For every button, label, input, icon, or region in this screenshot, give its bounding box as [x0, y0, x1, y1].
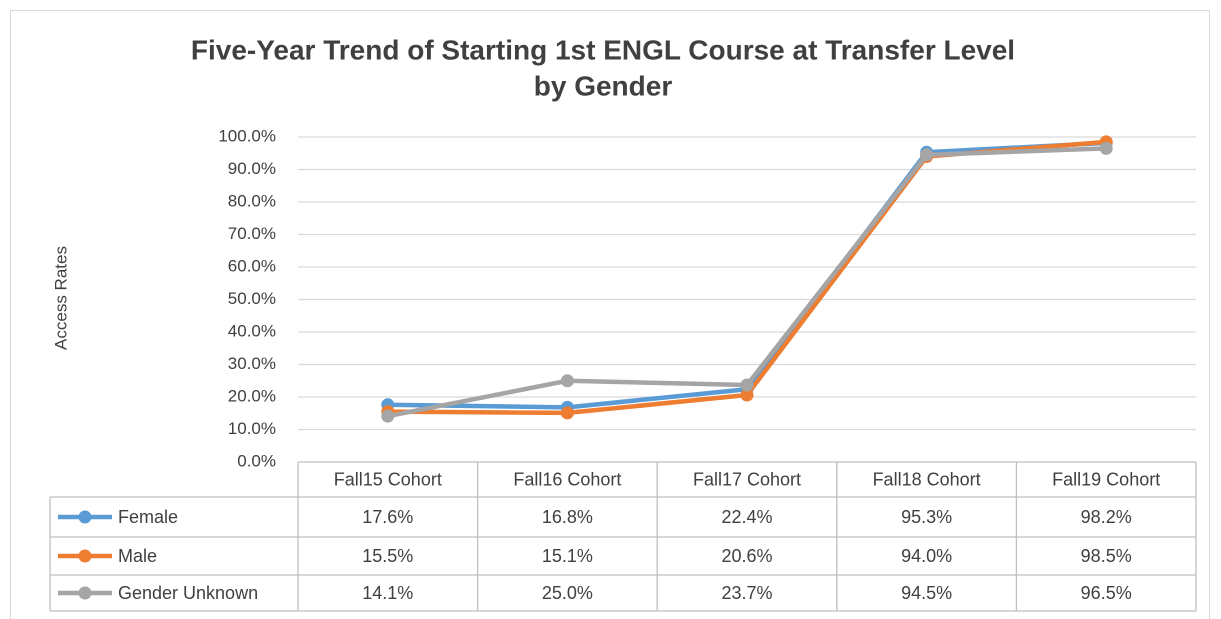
legend-marker — [78, 586, 92, 600]
table-value: 96.5% — [1081, 583, 1132, 603]
table-value: 22.4% — [721, 507, 772, 527]
data-point — [920, 148, 934, 162]
y-axis-label: Access Rates — [51, 246, 70, 350]
x-tick-label: Fall17 Cohort — [693, 469, 801, 489]
y-tick-label: 10.0% — [228, 419, 276, 438]
chart-title: Five-Year Trend of Starting 1st ENGL Cou… — [191, 34, 1015, 65]
y-tick-label: 90.0% — [228, 159, 276, 178]
y-tick-label: 100.0% — [218, 126, 276, 145]
data-point — [1099, 141, 1113, 155]
data-point — [381, 409, 395, 423]
table-value: 20.6% — [721, 546, 772, 566]
table-value: 15.5% — [362, 546, 413, 566]
y-tick-label: 70.0% — [228, 224, 276, 243]
chart-title: by Gender — [534, 70, 673, 101]
y-tick-label: 40.0% — [228, 321, 276, 340]
legend-label: Gender Unknown — [118, 583, 258, 603]
legend-marker — [78, 549, 92, 563]
table-value: 25.0% — [542, 583, 593, 603]
y-tick-label: 20.0% — [228, 386, 276, 405]
table-value: 95.3% — [901, 507, 952, 527]
x-tick-label: Fall15 Cohort — [334, 469, 442, 489]
legend-label: Male — [118, 546, 157, 566]
table-value: 98.2% — [1081, 507, 1132, 527]
table-value: 94.5% — [901, 583, 952, 603]
series-line — [387, 146, 1107, 419]
y-tick-label: 50.0% — [228, 289, 276, 308]
table-value: 16.8% — [542, 507, 593, 527]
x-tick-label: Fall16 Cohort — [513, 469, 621, 489]
table-value: 15.1% — [542, 546, 593, 566]
data-point — [560, 406, 574, 420]
data-point — [740, 378, 754, 392]
table-value: 94.0% — [901, 546, 952, 566]
table-value: 17.6% — [362, 507, 413, 527]
y-tick-label: 0.0% — [237, 451, 276, 470]
y-tick-label: 80.0% — [228, 191, 276, 210]
y-tick-label: 30.0% — [228, 354, 276, 373]
table-value: 23.7% — [721, 583, 772, 603]
data-point — [560, 374, 574, 388]
chart-border — [10, 10, 1210, 619]
table-value: 14.1% — [362, 583, 413, 603]
table-value: 98.5% — [1081, 546, 1132, 566]
x-tick-label: Fall18 Cohort — [873, 469, 981, 489]
legend-label: Female — [118, 507, 178, 527]
y-tick-label: 60.0% — [228, 256, 276, 275]
x-tick-label: Fall19 Cohort — [1052, 469, 1160, 489]
series-line — [387, 139, 1107, 416]
legend-marker — [78, 510, 92, 524]
series-line — [387, 140, 1107, 410]
data-point — [740, 388, 754, 402]
